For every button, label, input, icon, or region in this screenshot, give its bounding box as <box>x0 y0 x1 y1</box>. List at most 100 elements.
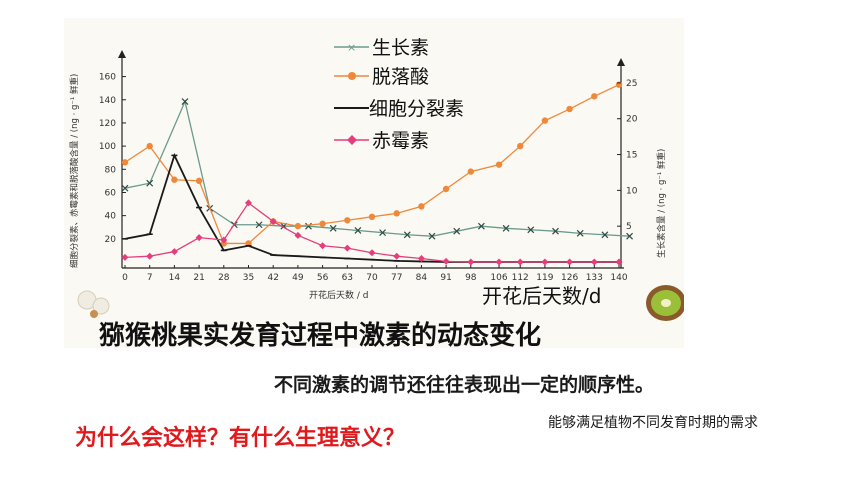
chart-title: 猕猴桃果实发育过程中激素的动态变化 <box>99 320 541 348</box>
series-1 <box>121 81 623 247</box>
x-tick-label: 7 <box>147 273 153 283</box>
series-2 <box>122 152 622 263</box>
legend-item-auxin: × 生长素 <box>334 37 429 59</box>
data-point <box>516 258 524 266</box>
data-point <box>552 227 559 235</box>
data-point <box>146 252 154 260</box>
x-tick-label: 84 <box>416 273 428 283</box>
data-point <box>418 203 425 210</box>
data-point <box>467 168 474 175</box>
data-point <box>220 236 228 244</box>
x-tick-label: 112 <box>512 273 529 283</box>
y-left-tick-label: 140 <box>99 96 116 106</box>
data-point <box>477 222 485 230</box>
data-point <box>319 242 327 250</box>
x-tick-label: 0 <box>122 273 128 283</box>
svg-text:脱落酸: 脱落酸 <box>372 66 429 88</box>
svg-text:生长素: 生长素 <box>372 37 429 59</box>
x-tick-label: 49 <box>292 273 304 283</box>
data-point <box>453 227 461 235</box>
x-tick-label: 77 <box>391 273 402 283</box>
data-point <box>121 253 129 261</box>
data-point <box>121 184 129 192</box>
x-tick-label: 21 <box>193 273 204 283</box>
data-point <box>495 161 503 168</box>
data-point <box>541 258 549 266</box>
data-point <box>601 231 609 239</box>
data-point <box>269 217 277 225</box>
x-tick-label: 42 <box>267 273 278 283</box>
data-point <box>146 179 154 187</box>
hormone-chart: 0 7 14 21 28 35 42 49 56 63 70 77 84 91 98 106 112 119 126… <box>69 37 684 348</box>
x-tick-label: 106 <box>490 273 507 283</box>
x-tick-label: 63 <box>342 273 353 283</box>
kiwi-fruit-decoration <box>646 285 684 321</box>
y-axis-right-label: 生长素含量 / (ng · g⁻¹ 鲜重) <box>656 149 667 258</box>
legend-item-cytokinin: 细胞分裂素 <box>334 98 464 120</box>
x-tick-label: 98 <box>465 273 477 283</box>
y-axis-left-arrow <box>118 50 126 58</box>
data-point <box>121 159 129 166</box>
svg-text:×: × <box>347 41 356 54</box>
legend-item-gibberellin: 赤霉素 <box>334 130 429 152</box>
y-left-tick-label: 120 <box>99 119 116 129</box>
y-axis-left-label: 细胞分裂素、赤霉素和脱落酸含量 / (ng · g⁻¹ 鲜重) <box>69 74 80 268</box>
legend-item-aba: 脱落酸 <box>334 66 429 88</box>
data-point <box>393 252 401 260</box>
data-point <box>379 229 387 237</box>
data-point <box>576 229 584 237</box>
data-point <box>591 93 598 100</box>
data-point <box>527 226 535 234</box>
y-right-tick-label: 5 <box>626 222 632 232</box>
data-point <box>368 213 376 221</box>
svg-text:细胞分裂素: 细胞分裂素 <box>369 98 464 120</box>
series-3 <box>121 199 623 266</box>
data-point <box>294 222 302 230</box>
x-tick-label: 133 <box>586 273 603 283</box>
data-point <box>442 185 450 193</box>
data-point <box>255 221 263 229</box>
data-point <box>294 231 302 239</box>
x-tick-label: 70 <box>366 273 378 283</box>
x-tick-label: 35 <box>243 273 254 283</box>
data-point <box>566 258 574 266</box>
data-point <box>590 258 598 266</box>
data-point <box>146 142 153 150</box>
data-point <box>319 220 326 227</box>
y-left-tick-label: 20 <box>105 235 117 245</box>
x-axis-label-large: 开花后天数/d <box>482 284 601 308</box>
data-point <box>170 248 178 256</box>
y-left-tick-label: 60 <box>105 188 117 198</box>
x-tick-label: 14 <box>169 273 181 283</box>
y-axis-right-arrow <box>617 58 625 66</box>
data-point <box>329 224 337 232</box>
data-point <box>626 232 634 240</box>
question-text: 为什么会这样？有什么生理意义？ <box>75 426 406 451</box>
legend: × 生长素 脱落酸 细胞分裂素 赤霉素 <box>334 37 464 152</box>
y-right-tick-label: 15 <box>626 151 637 161</box>
data-point <box>344 217 351 224</box>
data-point <box>502 224 510 232</box>
y-left-tick-label: 160 <box>99 73 116 83</box>
x-tick-label: 91 <box>440 273 451 283</box>
svg-text:赤霉素: 赤霉素 <box>372 130 429 152</box>
x-tick-label: 56 <box>317 273 329 283</box>
data-point <box>403 231 411 239</box>
data-point <box>541 117 549 124</box>
data-point <box>195 234 203 242</box>
statement-text: 不同激素的调节还往往表现出一定的顺序性。 <box>274 374 655 396</box>
data-point <box>245 199 252 207</box>
data-point <box>195 177 203 185</box>
data-point <box>615 258 623 266</box>
y-right-tick-label: 20 <box>626 115 638 125</box>
y-left-tick-label: 100 <box>99 142 116 152</box>
chart-figure: 0 7 14 21 28 35 42 49 56 63 70 77 84 91 98 106 112 119 126… <box>64 18 684 348</box>
data-point <box>428 232 436 240</box>
data-point <box>305 222 312 230</box>
data-point <box>417 255 425 263</box>
series-line <box>124 152 619 263</box>
x-axis-label: 开花后天数 / d <box>309 289 368 301</box>
answer-text: 能够满足植物不同发育时期的需求 <box>548 415 758 431</box>
data-point <box>171 176 178 183</box>
y-left-tick-label: 40 <box>105 212 117 222</box>
